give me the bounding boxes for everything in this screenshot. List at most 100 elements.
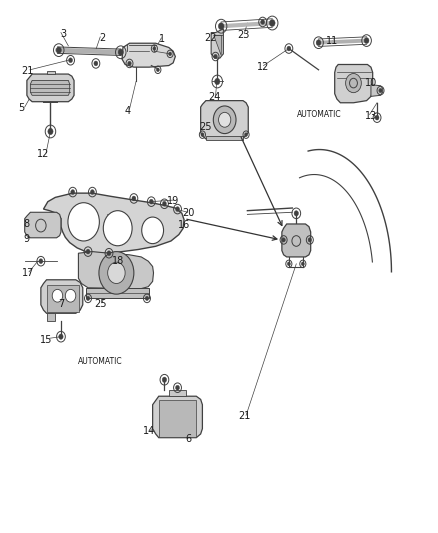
Circle shape (52, 289, 63, 302)
Text: 5: 5 (18, 103, 25, 113)
Polygon shape (159, 400, 196, 437)
Polygon shape (41, 280, 83, 313)
Text: 9: 9 (24, 234, 30, 244)
Polygon shape (335, 64, 373, 103)
Circle shape (213, 106, 236, 134)
Circle shape (244, 133, 247, 136)
Circle shape (128, 61, 131, 66)
Circle shape (162, 377, 166, 382)
Circle shape (94, 61, 98, 66)
Polygon shape (46, 71, 55, 74)
Circle shape (103, 211, 132, 246)
Text: 6: 6 (185, 434, 191, 445)
Circle shape (153, 47, 156, 51)
Text: 15: 15 (40, 335, 53, 345)
Circle shape (261, 20, 265, 25)
Text: 16: 16 (178, 220, 190, 230)
Text: 3: 3 (60, 29, 66, 39)
Text: 2: 2 (99, 33, 106, 43)
Text: 20: 20 (182, 208, 194, 219)
Polygon shape (78, 252, 153, 289)
Circle shape (176, 207, 180, 212)
Circle shape (68, 203, 99, 241)
Circle shape (346, 74, 361, 93)
Circle shape (287, 46, 291, 51)
Polygon shape (86, 288, 149, 298)
Text: 13: 13 (365, 110, 377, 120)
Circle shape (107, 251, 111, 256)
Text: 1: 1 (159, 34, 165, 44)
Circle shape (219, 112, 231, 127)
Circle shape (71, 190, 75, 195)
Polygon shape (43, 193, 184, 253)
Text: 11: 11 (326, 36, 339, 46)
Circle shape (379, 88, 382, 93)
Circle shape (86, 249, 90, 254)
Circle shape (108, 262, 125, 284)
Text: 17: 17 (21, 268, 34, 278)
Text: AUTOMATIC: AUTOMATIC (297, 110, 342, 119)
Circle shape (86, 296, 90, 301)
Text: 10: 10 (365, 78, 377, 88)
Circle shape (39, 259, 43, 264)
Text: 14: 14 (143, 426, 155, 437)
Text: 25: 25 (94, 298, 106, 309)
Text: 21: 21 (21, 66, 34, 76)
Circle shape (90, 190, 94, 195)
Text: 12: 12 (37, 149, 49, 159)
Polygon shape (214, 35, 222, 55)
Circle shape (48, 128, 53, 135)
Circle shape (69, 58, 73, 62)
Text: AUTOMATIC: AUTOMATIC (78, 357, 123, 366)
Circle shape (132, 196, 136, 201)
Text: 21: 21 (238, 411, 251, 422)
Circle shape (59, 334, 63, 340)
Polygon shape (27, 74, 74, 102)
Text: 12: 12 (257, 62, 269, 72)
Polygon shape (152, 396, 202, 438)
Circle shape (294, 211, 298, 216)
Circle shape (169, 52, 172, 56)
Polygon shape (371, 85, 383, 96)
Text: 24: 24 (208, 92, 221, 102)
Circle shape (375, 115, 379, 120)
Text: 4: 4 (124, 106, 131, 116)
Polygon shape (30, 80, 70, 95)
Circle shape (214, 54, 217, 59)
Circle shape (269, 20, 275, 27)
Text: 25: 25 (200, 122, 212, 132)
Polygon shape (282, 224, 311, 257)
Circle shape (65, 289, 76, 302)
Text: 18: 18 (112, 256, 124, 266)
Polygon shape (29, 216, 57, 236)
Text: 8: 8 (24, 219, 30, 229)
Circle shape (118, 49, 124, 55)
Circle shape (201, 133, 204, 136)
Polygon shape (25, 212, 61, 238)
Circle shape (56, 47, 61, 53)
Circle shape (308, 238, 311, 242)
Polygon shape (46, 313, 55, 321)
Text: 23: 23 (237, 30, 249, 40)
Circle shape (316, 40, 321, 46)
Text: 19: 19 (167, 196, 179, 206)
Circle shape (282, 238, 286, 242)
Circle shape (99, 252, 134, 294)
Circle shape (364, 38, 369, 44)
Polygon shape (122, 43, 175, 67)
Circle shape (287, 262, 290, 266)
Circle shape (215, 78, 220, 85)
Polygon shape (46, 285, 79, 312)
Polygon shape (211, 29, 223, 58)
Circle shape (149, 199, 153, 204)
Polygon shape (206, 136, 243, 140)
Circle shape (176, 385, 180, 390)
Text: 22: 22 (204, 33, 216, 43)
Circle shape (162, 201, 166, 206)
Circle shape (142, 217, 163, 244)
Circle shape (145, 296, 149, 301)
Circle shape (301, 262, 304, 266)
Polygon shape (201, 101, 248, 139)
Circle shape (219, 23, 224, 30)
Polygon shape (169, 390, 186, 396)
